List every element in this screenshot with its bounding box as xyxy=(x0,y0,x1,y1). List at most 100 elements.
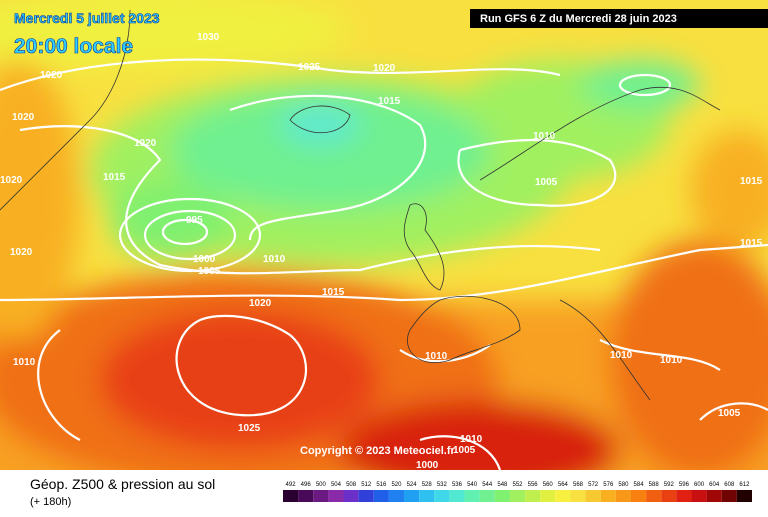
isobar-label: 1005 xyxy=(198,266,221,277)
legend-label: 612 xyxy=(739,482,750,488)
legend-label: 508 xyxy=(346,482,357,488)
isobar-label: 1025 xyxy=(298,62,321,73)
isobars xyxy=(0,58,768,470)
legend-swatch xyxy=(525,490,541,502)
isobar-label: 1010 xyxy=(660,355,683,366)
forecast-date: Mercredi 5 juillet 2023 xyxy=(14,10,160,26)
legend-swatch xyxy=(464,490,480,502)
legend-swatch xyxy=(419,490,435,502)
legend-swatch xyxy=(570,490,586,502)
legend-label: 604 xyxy=(709,482,720,488)
forecast-time: 20:00 locale xyxy=(14,35,133,58)
legend-swatch xyxy=(600,490,616,502)
legend-swatch xyxy=(328,490,344,502)
legend-swatch xyxy=(509,490,526,502)
legend-label: 520 xyxy=(391,482,402,488)
isobar-label: 1000 xyxy=(416,460,439,471)
legend-swatch xyxy=(615,490,631,502)
isobar-label: 1015 xyxy=(740,176,763,187)
legend-swatch xyxy=(434,490,450,502)
legend-label: 592 xyxy=(664,482,675,488)
legend-swatch xyxy=(661,490,677,502)
legend-swatch xyxy=(555,490,571,502)
legend-label: 504 xyxy=(331,482,342,488)
legend-swatch xyxy=(540,490,556,502)
legend-label: 512 xyxy=(361,482,372,488)
isobar-label: 1020 xyxy=(12,112,35,123)
legend-swatch xyxy=(358,490,374,502)
isobar-label: 1010 xyxy=(425,351,448,362)
isobar-label: 1020 xyxy=(249,298,272,309)
run-box xyxy=(470,9,768,28)
legend-swatch xyxy=(479,490,495,502)
legend-swatch xyxy=(721,490,737,502)
legend-label: 496 xyxy=(301,482,312,488)
legend-swatch xyxy=(646,490,662,502)
legend-swatch xyxy=(373,490,389,502)
isobar-label: 1005 xyxy=(718,408,741,419)
isobar-label: 1015 xyxy=(740,238,763,249)
legend-swatch xyxy=(283,490,299,502)
legend-swatch xyxy=(494,490,510,502)
legend-swatch xyxy=(343,490,359,502)
isobar-label: 1020 xyxy=(373,63,396,74)
legend-swatch xyxy=(691,490,707,502)
legend-label: 492 xyxy=(286,482,297,488)
legend-label: 580 xyxy=(618,482,629,488)
isobar-label: 1020 xyxy=(40,70,63,81)
legend-label: 572 xyxy=(588,482,599,488)
legend-label: 608 xyxy=(724,482,735,488)
legend-label: 576 xyxy=(603,482,614,488)
isobar-labels: 1030 1025 1020 1020 1020 1015 1020 1010 1015 1020… xyxy=(0,32,763,471)
legend-swatch xyxy=(313,490,329,502)
legend-label: 552 xyxy=(512,482,523,488)
legend-label: 500 xyxy=(316,482,327,488)
isobar-label: 1015 xyxy=(322,287,345,298)
isobar-label: 1010 xyxy=(533,131,556,142)
legend-label: 588 xyxy=(649,482,660,488)
legend-label: 556 xyxy=(528,482,539,488)
isobar-label: 1010 xyxy=(460,434,483,445)
legend-label: 516 xyxy=(376,482,387,488)
legend-swatch xyxy=(706,490,722,502)
isobar-label: 1020 xyxy=(10,247,33,258)
legend-swatch xyxy=(388,490,405,502)
isobar-label: 1005 xyxy=(535,177,558,188)
legend-swatch xyxy=(630,490,647,502)
isobar-label: 1015 xyxy=(378,96,401,107)
legend-label: 528 xyxy=(422,482,433,488)
legend-swatch xyxy=(404,490,420,502)
legend-label: 548 xyxy=(497,482,508,488)
copyright: Copyright © 2023 Meteociel.fr xyxy=(300,445,456,457)
lead-time: (+ 180h) xyxy=(30,496,71,508)
legend-label: 596 xyxy=(679,482,690,488)
legend-label: 524 xyxy=(407,482,418,488)
legend-swatch xyxy=(585,490,601,502)
legend-label: 532 xyxy=(437,482,448,488)
isobar-label: 995 xyxy=(186,215,203,226)
isobar-label: 1010 xyxy=(13,357,36,368)
legend-swatch xyxy=(449,490,465,502)
coastlines xyxy=(0,9,721,401)
legend-swatch xyxy=(298,490,314,502)
legend-label: 536 xyxy=(452,482,463,488)
isobar-label: 1000 xyxy=(193,254,216,265)
legend-swatch xyxy=(736,490,752,502)
isobar-label: 1015 xyxy=(103,172,126,183)
legend-label: 540 xyxy=(467,482,478,488)
isobar-label: 1010 xyxy=(263,254,286,265)
run-label: Run GFS 6 Z du Mercredi 28 juin 2023 xyxy=(480,13,677,25)
legend-swatch xyxy=(676,490,692,502)
isobar-label: 1020 xyxy=(134,138,157,149)
footer-title: Géop. Z500 & pression au sol xyxy=(30,476,215,492)
legend-label: 564 xyxy=(558,482,569,488)
isobar-label: 1020 xyxy=(0,175,23,186)
legend-label: 560 xyxy=(543,482,554,488)
legend-label: 568 xyxy=(573,482,584,488)
isobar-label: 1025 xyxy=(238,423,261,434)
isobar-label: 1005 xyxy=(453,445,476,456)
legend-label: 600 xyxy=(694,482,705,488)
legend-label: 584 xyxy=(634,482,645,488)
